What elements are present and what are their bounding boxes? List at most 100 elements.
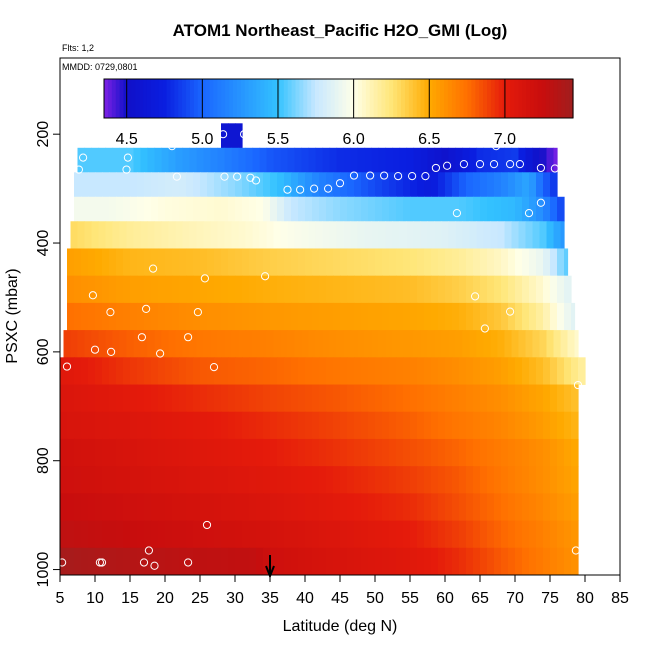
heatmap-cell: [301, 221, 310, 249]
heatmap-cell: [410, 172, 418, 198]
heatmap-cell: [207, 520, 215, 549]
heatmap-cell: [214, 493, 222, 521]
heatmap-cell: [158, 411, 166, 440]
heatmap-cell: [368, 493, 376, 521]
heatmap-cell: [193, 302, 201, 331]
heatmap-cell: [574, 330, 579, 358]
heatmap-cell: [410, 438, 418, 467]
heatmap-cell: [249, 248, 257, 277]
heatmap-cell: [154, 330, 163, 358]
heatmap-cell: [263, 411, 271, 440]
heatmap-cell: [287, 330, 296, 358]
heatmap-cell: [207, 302, 215, 331]
heatmap-cell: [368, 302, 376, 331]
heatmap-cell: [291, 384, 299, 413]
colorbar-segment: [467, 79, 472, 118]
heatmap-cell: [263, 196, 271, 222]
x-tick-label: 5: [56, 590, 65, 607]
colorbar-segment: [244, 79, 250, 118]
heatmap-cell: [109, 466, 117, 494]
heatmap-cell: [130, 466, 138, 494]
heatmap-cell: [354, 384, 362, 413]
heatmap-cell: [553, 147, 558, 173]
heatmap-cell: [207, 196, 215, 222]
colorbar-segment: [256, 79, 261, 118]
heatmap-cell: [420, 330, 429, 358]
heatmap-cell: [501, 547, 509, 576]
heatmap-cell: [200, 248, 208, 277]
colorbar-tick-label: 7.0: [494, 131, 516, 148]
heatmap-cell: [74, 438, 82, 467]
heatmap-cell: [123, 411, 131, 440]
colorbar-segment: [451, 79, 457, 118]
heatmap-cell: [326, 438, 334, 467]
heatmap-cell: [483, 147, 492, 173]
heatmap-cell: [361, 438, 369, 467]
heatmap-cell: [154, 147, 163, 173]
x-tick-label: 15: [121, 590, 139, 607]
heatmap-cell: [112, 147, 121, 173]
heatmap-cell: [235, 411, 243, 440]
heatmap-cell: [396, 275, 404, 304]
heatmap-cell: [98, 147, 107, 173]
heatmap-cell: [357, 330, 366, 358]
heatmap-cell: [151, 547, 159, 576]
heatmap-cell: [298, 357, 306, 385]
heatmap-cell: [326, 547, 334, 576]
heatmap-cell: [165, 172, 173, 198]
heatmap-cell: [221, 123, 229, 149]
heatmap-cell: [270, 411, 278, 440]
colorbar-segment: [541, 79, 547, 118]
heatmap-cell: [473, 248, 481, 277]
heatmap-cell: [354, 302, 362, 331]
heatmap-cell: [326, 384, 334, 413]
heatmap-cell: [396, 384, 404, 413]
data-point: [62, 362, 72, 371]
heatmap-cell: [487, 357, 495, 385]
data-point: [150, 561, 159, 570]
heatmap-cell: [441, 330, 450, 358]
heatmap-cell: [336, 147, 345, 173]
heatmap-cell: [480, 275, 488, 304]
heatmap-cell: [130, 547, 138, 576]
heatmap-cell: [403, 466, 411, 494]
heatmap-cell: [571, 411, 579, 440]
heatmap-cell: [333, 248, 341, 277]
heatmap-cell: [144, 248, 152, 277]
heatmap-cell: [522, 248, 530, 277]
heatmap-cell: [452, 520, 460, 549]
heatmap-cell: [298, 520, 306, 549]
heatmap-cell: [312, 196, 320, 222]
heatmap-cell: [361, 172, 369, 198]
data-point: [149, 264, 158, 273]
heatmap-cell: [305, 248, 313, 277]
heatmap-cell: [130, 411, 138, 440]
heatmap-cell: [109, 493, 117, 521]
colorbar-tick-label: 5.0: [191, 131, 213, 148]
heatmap-cell: [494, 196, 502, 222]
heatmap-cell: [298, 302, 306, 331]
heatmap-cell: [144, 438, 152, 467]
heatmap-cell: [203, 147, 212, 173]
heatmap-cell: [333, 302, 341, 331]
heatmap-cell: [228, 275, 236, 304]
heatmap-cell: [193, 520, 201, 549]
heatmap-cell: [151, 196, 159, 222]
heatmap-cell: [354, 196, 362, 222]
heatmap-cell: [347, 466, 355, 494]
heatmap-cell: [399, 330, 408, 358]
heatmap-cell: [333, 466, 341, 494]
y-tick-label: 400: [35, 230, 52, 257]
heatmap-cell: [427, 221, 436, 249]
heatmap-cell: [179, 302, 187, 331]
colorbar-segment: [295, 79, 301, 118]
colorbar-segment: [428, 79, 433, 118]
data-point: [142, 304, 151, 313]
heatmap-cell: [434, 221, 443, 249]
heatmap-cell: [546, 330, 555, 358]
heatmap-cell: [424, 172, 432, 198]
x-tick-label: 35: [261, 590, 279, 607]
heatmap-cell: [287, 221, 296, 249]
heatmap-cell: [536, 302, 544, 331]
heatmap-cell: [284, 357, 292, 385]
